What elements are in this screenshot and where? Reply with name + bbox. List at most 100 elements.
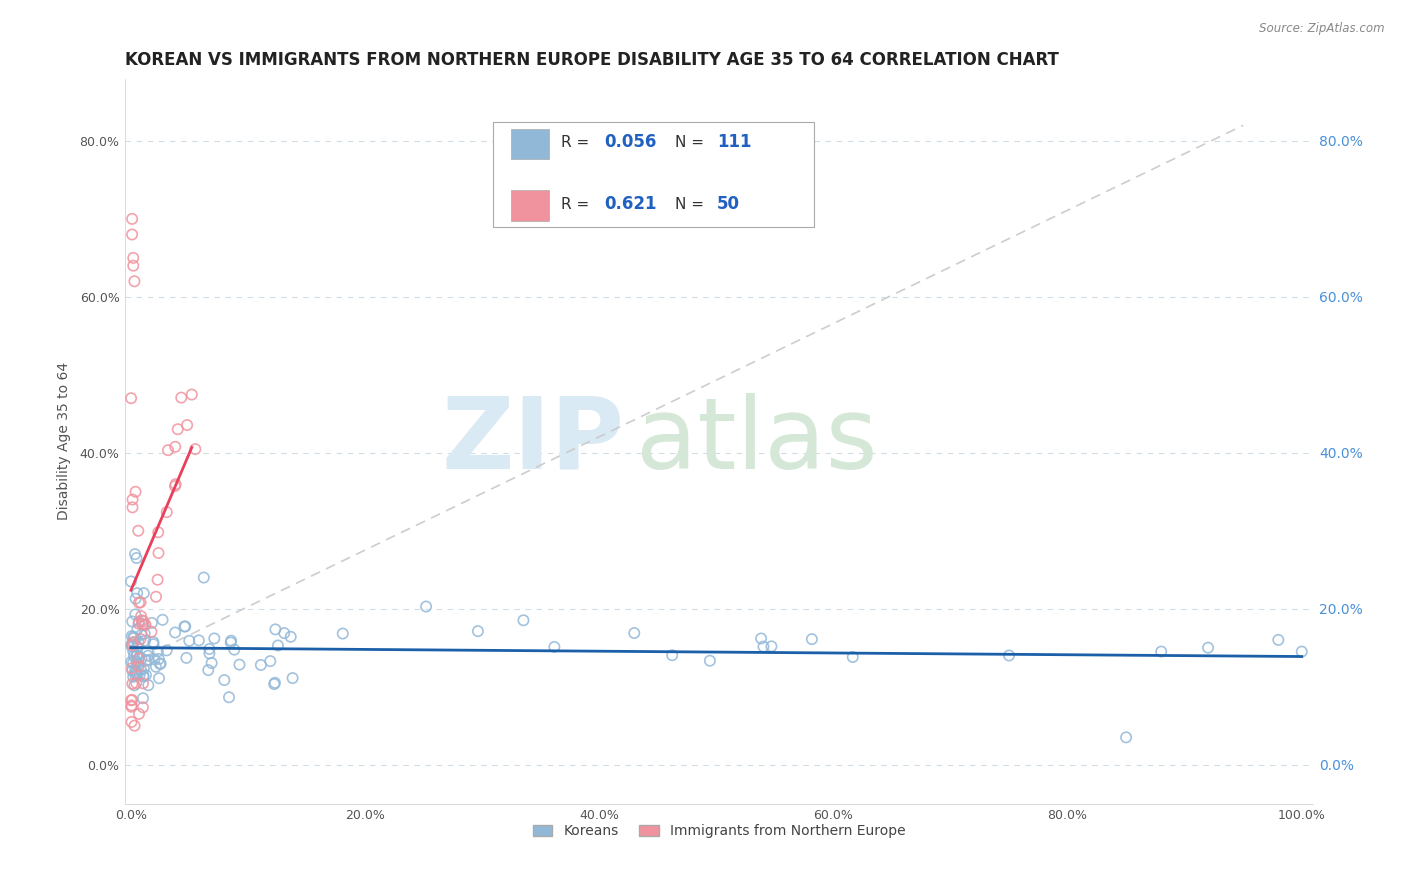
Point xyxy=(121,638,143,652)
Point xyxy=(198,642,221,657)
Point xyxy=(120,391,142,405)
Point xyxy=(280,630,302,644)
Point xyxy=(132,669,155,683)
Point xyxy=(124,607,146,622)
Point xyxy=(184,442,207,456)
Point xyxy=(128,651,150,665)
Point xyxy=(136,653,159,667)
Point xyxy=(128,615,150,629)
Point xyxy=(179,633,201,648)
Text: N =: N = xyxy=(675,135,709,150)
Point xyxy=(187,633,209,648)
Point xyxy=(198,647,221,661)
Point xyxy=(124,274,146,288)
Point xyxy=(141,615,163,630)
Point xyxy=(142,635,165,649)
Point xyxy=(121,492,143,507)
Point xyxy=(623,626,645,640)
Point xyxy=(132,618,155,632)
Point xyxy=(699,654,721,668)
Point xyxy=(121,714,143,729)
Point xyxy=(124,719,146,733)
Point xyxy=(141,624,163,639)
Point xyxy=(122,635,145,649)
Point xyxy=(120,693,142,707)
Point xyxy=(1291,644,1313,658)
Point xyxy=(128,659,150,673)
Point xyxy=(264,623,287,637)
Point xyxy=(156,505,179,519)
Point xyxy=(127,635,149,649)
Point xyxy=(124,663,146,677)
Point xyxy=(180,387,202,401)
Point xyxy=(149,657,172,671)
Point xyxy=(193,570,215,584)
Point xyxy=(128,668,150,682)
Point xyxy=(129,595,152,609)
Text: R =: R = xyxy=(561,196,599,211)
Point xyxy=(218,690,240,705)
Point xyxy=(173,619,195,633)
Point xyxy=(120,574,142,589)
Point xyxy=(214,673,236,687)
Point xyxy=(132,700,155,714)
Point xyxy=(125,657,148,671)
Point xyxy=(224,642,246,657)
Point xyxy=(121,227,143,242)
Point xyxy=(132,614,155,628)
Point xyxy=(131,613,153,627)
Point xyxy=(124,547,146,561)
Point xyxy=(145,590,167,604)
Point xyxy=(125,551,148,566)
Point xyxy=(201,656,224,670)
Point xyxy=(149,657,172,671)
Point xyxy=(264,675,287,690)
Point xyxy=(128,616,150,631)
Point xyxy=(131,617,153,632)
Point xyxy=(800,632,823,647)
Point xyxy=(132,662,155,676)
Point xyxy=(134,633,156,648)
Point xyxy=(122,251,145,265)
Point xyxy=(121,677,143,691)
Point xyxy=(467,624,489,639)
Point xyxy=(127,648,149,662)
Point xyxy=(132,691,155,706)
Point xyxy=(176,418,198,433)
Point xyxy=(156,643,179,657)
Point xyxy=(145,659,167,673)
Point xyxy=(165,477,187,491)
Point xyxy=(1150,644,1173,658)
Text: 0.056: 0.056 xyxy=(605,134,657,152)
Point xyxy=(197,663,219,677)
Point xyxy=(148,671,170,685)
Point xyxy=(120,655,142,669)
Point xyxy=(148,525,170,540)
Point xyxy=(125,655,148,669)
Point xyxy=(122,631,145,645)
Point xyxy=(157,443,180,458)
Point xyxy=(121,698,143,713)
Point xyxy=(332,626,354,640)
Point xyxy=(165,625,187,640)
Point xyxy=(121,639,143,653)
Point xyxy=(148,546,170,560)
Point xyxy=(761,640,783,654)
Point xyxy=(132,676,155,690)
Point xyxy=(512,613,534,627)
Y-axis label: Disability Age 35 to 64: Disability Age 35 to 64 xyxy=(58,362,72,520)
Point xyxy=(170,391,193,405)
Point xyxy=(127,657,149,672)
Point xyxy=(122,649,145,664)
Point xyxy=(125,666,148,681)
Point xyxy=(134,626,156,640)
Point xyxy=(124,591,146,606)
Point xyxy=(121,615,143,629)
Point xyxy=(127,586,149,600)
Point xyxy=(121,637,143,651)
Point xyxy=(121,211,143,226)
Point xyxy=(661,648,683,663)
Point xyxy=(1267,632,1289,647)
Point xyxy=(136,648,159,663)
Point xyxy=(129,628,152,642)
